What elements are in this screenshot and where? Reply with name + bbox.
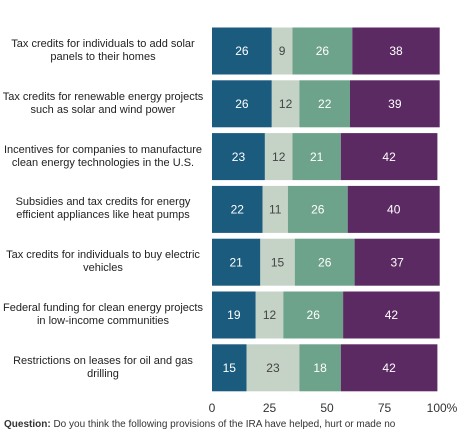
value-label: 26 [235, 44, 249, 58]
value-label: 22 [318, 97, 332, 111]
bar-segment [212, 133, 265, 181]
bar-segment [347, 185, 440, 233]
bar-segment [212, 80, 272, 128]
category-label: Tax credits for renewable energy project… [2, 90, 204, 116]
bar-segment [283, 291, 344, 339]
value-label: 40 [387, 203, 401, 217]
bar-segment [246, 344, 300, 392]
bar-segment [212, 291, 256, 339]
value-label: 42 [385, 308, 399, 322]
bar-segment [212, 238, 261, 286]
value-label: 19 [227, 308, 241, 322]
bar-segment [292, 133, 341, 181]
bar-segment [340, 133, 438, 181]
note-text: Do you think the following provisions of… [53, 419, 396, 430]
value-label: 12 [272, 150, 286, 164]
value-label: 26 [316, 44, 330, 58]
value-label: 23 [266, 361, 280, 375]
category-label: Federal funding for clean energy project… [3, 302, 203, 327]
bar-segment [354, 238, 440, 286]
value-label: 12 [263, 308, 277, 322]
x-tick-label: 50 [320, 401, 334, 415]
value-label: 15 [271, 255, 285, 269]
value-label: 26 [311, 203, 325, 217]
value-label: 39 [388, 97, 402, 111]
x-tick-label: 75 [378, 401, 392, 415]
category-label: Tax credits for individuals to buy elect… [6, 249, 200, 275]
bar-segment [271, 27, 293, 75]
value-label: 42 [382, 361, 396, 375]
value-label: 9 [279, 44, 286, 58]
bar-segment [343, 291, 440, 339]
value-label: 37 [390, 255, 404, 269]
bar-segment [260, 238, 295, 286]
bar-segment [340, 344, 438, 392]
bar-segment [262, 185, 288, 233]
bar-segment [287, 185, 348, 233]
x-tick-label: 0 [209, 401, 216, 415]
value-label: 23 [232, 150, 246, 164]
value-label: 42 [382, 150, 396, 164]
value-label: 21 [310, 150, 324, 164]
x-tick-label: 25 [263, 401, 277, 415]
value-label: 22 [231, 203, 245, 217]
value-label: 26 [307, 308, 321, 322]
x-tick-label: 100% [427, 401, 458, 415]
value-label: 21 [229, 255, 243, 269]
bar-segment [299, 80, 350, 128]
value-label: 26 [235, 97, 249, 111]
bar-segment [352, 27, 440, 75]
bar-segment [212, 27, 272, 75]
bar-segment [264, 133, 293, 181]
category-label: Incentives for companies to manufacture … [3, 143, 203, 169]
bar-segment [255, 291, 284, 339]
bar-segment [271, 80, 300, 128]
bar-segment [292, 27, 353, 75]
value-label: 15 [223, 361, 237, 375]
bar-segment [350, 80, 440, 128]
value-label: 12 [279, 97, 293, 111]
note: Question: Do you think the following pro… [4, 419, 395, 430]
bar-segment [299, 344, 341, 392]
bar-segment [212, 344, 247, 392]
category-label: Tax credits for individuals to add solar… [11, 38, 195, 63]
value-label: 26 [318, 255, 332, 269]
value-label: 38 [389, 44, 403, 58]
value-label: 11 [269, 203, 282, 217]
bar-segment [212, 185, 263, 233]
bar-segment [294, 238, 355, 286]
value-label: 18 [313, 361, 327, 375]
category-label: Subsidies and tax credits for energy eff… [15, 196, 191, 222]
note-label: Question: [4, 419, 51, 430]
category-label: Restrictions on leases for oil and gas d… [13, 354, 193, 380]
